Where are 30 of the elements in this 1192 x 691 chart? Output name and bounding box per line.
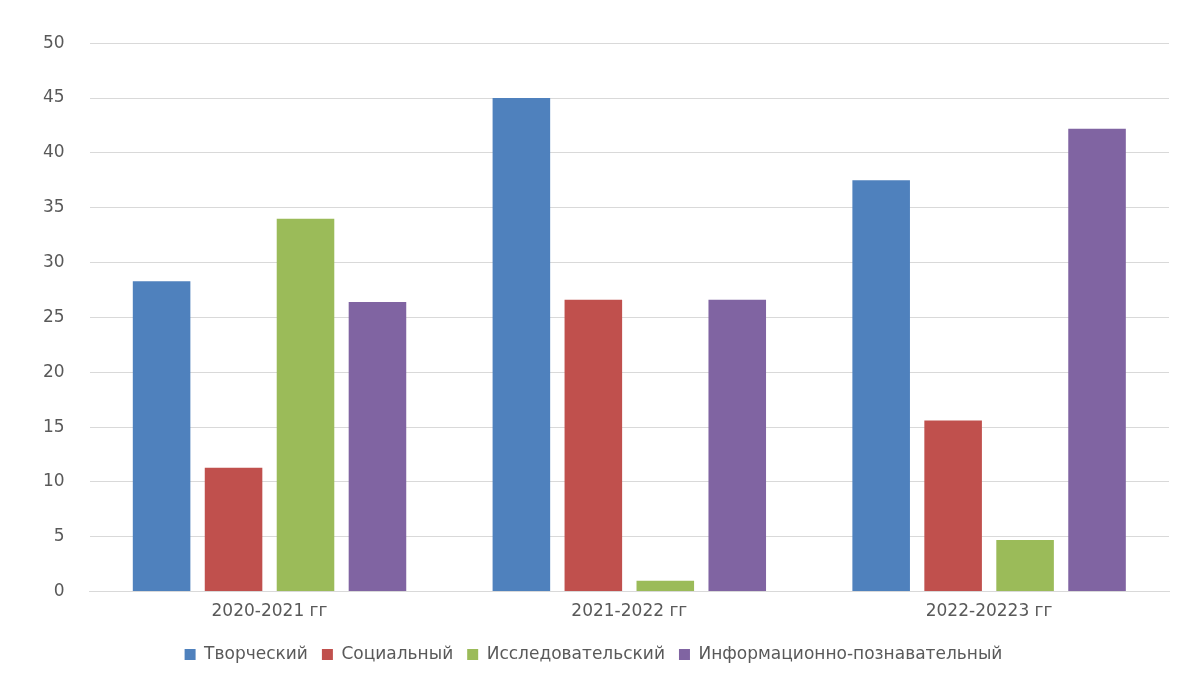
- bar: [564, 299, 623, 592]
- bar: [204, 467, 263, 592]
- bar: [636, 580, 695, 592]
- bar: [708, 299, 767, 592]
- y-tick-label: 25: [42, 305, 65, 326]
- legend-label: Социальный: [341, 642, 454, 663]
- bar: [852, 180, 910, 592]
- y-tick-label: 15: [42, 415, 65, 436]
- y-tick-label: 10: [42, 470, 65, 491]
- y-tick-label: 50: [42, 31, 65, 52]
- y-tick-label: 20: [42, 360, 65, 381]
- y-tick-label: 30: [42, 250, 65, 271]
- x-tick-label: 2020-2021 гг: [211, 600, 328, 621]
- bar: [132, 281, 191, 592]
- y-tick-label: 45: [42, 86, 65, 107]
- y-tick-label: 35: [42, 196, 65, 217]
- y-tick-label: 40: [42, 141, 65, 162]
- bar: [348, 302, 407, 592]
- legend-label: Информационно-познавательный: [698, 642, 1003, 663]
- bar: [492, 98, 551, 592]
- bar: [996, 540, 1054, 592]
- y-tick-label: 0: [53, 580, 65, 601]
- bar: [276, 218, 335, 592]
- x-tick-label: 2021-2022 гг: [571, 600, 688, 621]
- y-tick-label: 5: [53, 525, 65, 546]
- legend-label: Творческий: [203, 642, 308, 663]
- bar: [924, 420, 982, 592]
- bar: [1068, 128, 1126, 592]
- legend-label: Исследовательский: [486, 642, 665, 663]
- x-tick-label: 2022-20223 гг: [925, 600, 1053, 621]
